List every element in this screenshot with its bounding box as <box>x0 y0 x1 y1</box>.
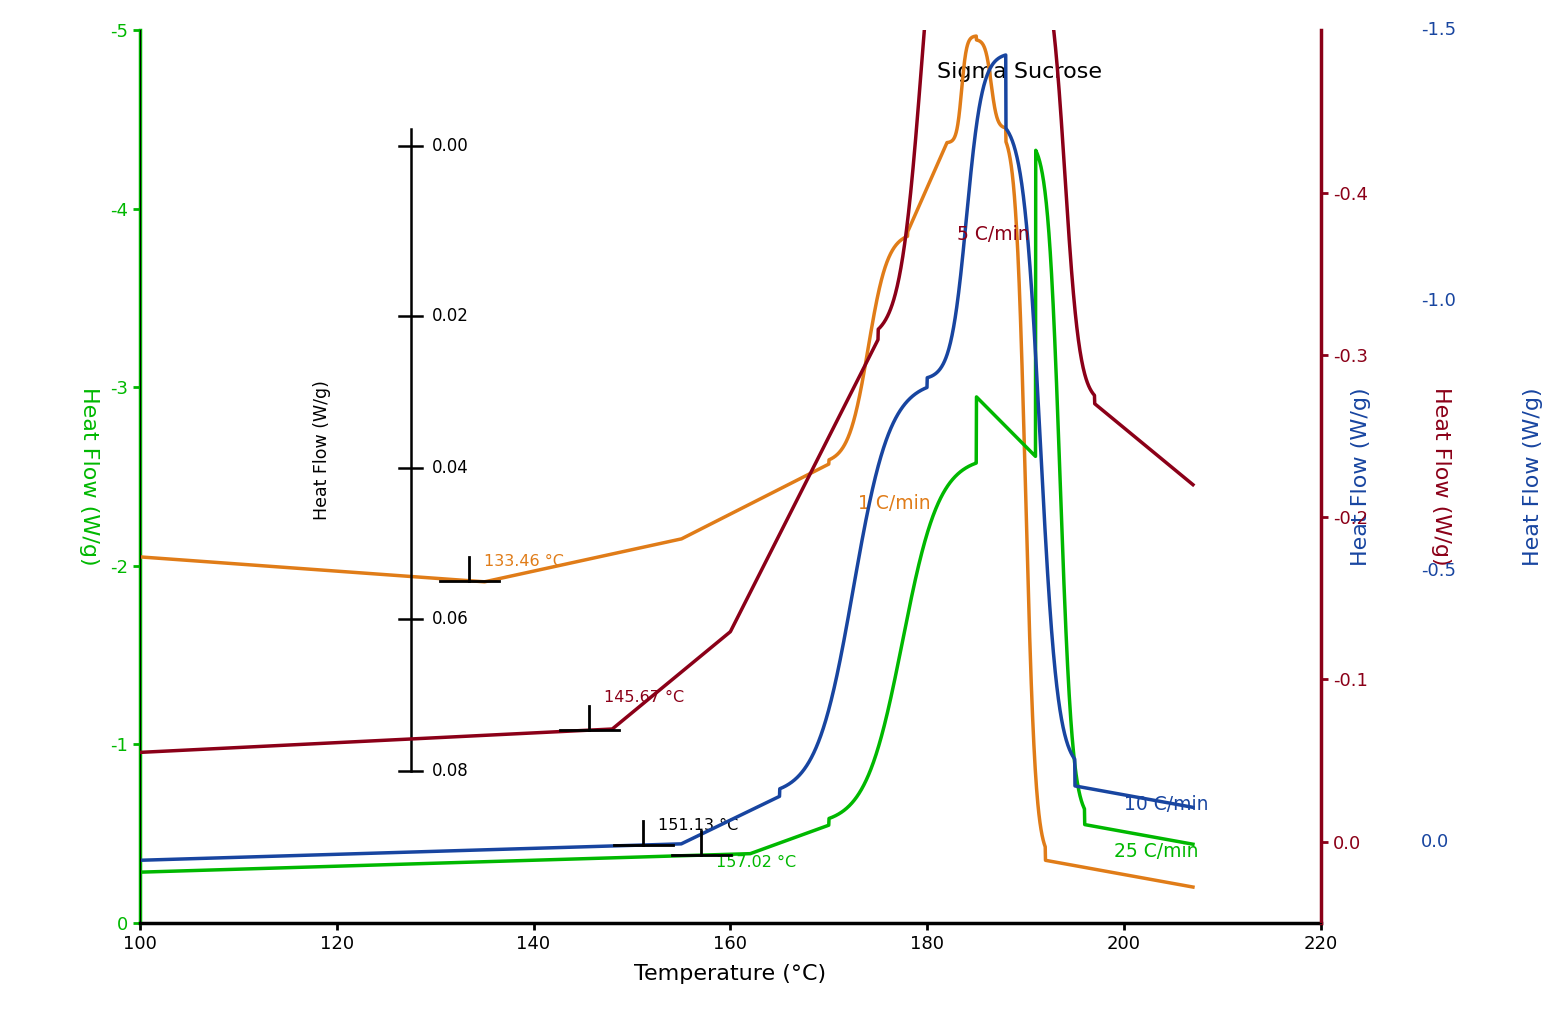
Text: 5 C/min: 5 C/min <box>957 225 1029 244</box>
Text: 25 C/min: 25 C/min <box>1114 843 1198 862</box>
Text: 0.04: 0.04 <box>432 458 469 477</box>
Text: -1.0: -1.0 <box>1422 292 1456 310</box>
Text: 1 C/min: 1 C/min <box>858 495 931 513</box>
X-axis label: Temperature (°C): Temperature (°C) <box>634 963 827 984</box>
Y-axis label: Heat Flow (W/g): Heat Flow (W/g) <box>1352 387 1372 566</box>
Text: 0.08: 0.08 <box>432 763 469 780</box>
Text: 145.67 °C: 145.67 °C <box>605 690 684 705</box>
Text: 10 C/min: 10 C/min <box>1124 795 1209 814</box>
Text: Heat Flow (W/g): Heat Flow (W/g) <box>312 380 331 520</box>
Y-axis label: Heat Flow (W/g): Heat Flow (W/g) <box>1431 387 1451 566</box>
Text: 157.02 °C: 157.02 °C <box>716 855 796 870</box>
Text: 0.0: 0.0 <box>1422 832 1450 851</box>
Text: 133.46 °C: 133.46 °C <box>483 554 564 569</box>
Text: 0.02: 0.02 <box>432 307 469 324</box>
Text: 0.00: 0.00 <box>432 138 469 155</box>
Text: 0.06: 0.06 <box>432 610 469 629</box>
Text: -0.5: -0.5 <box>1422 562 1456 580</box>
Y-axis label: Heat Flow (W/g): Heat Flow (W/g) <box>79 387 99 566</box>
Text: Sigma Sucrose: Sigma Sucrose <box>937 62 1102 82</box>
Text: Heat Flow (W/g): Heat Flow (W/g) <box>1523 387 1543 566</box>
Text: 151.13 °C: 151.13 °C <box>657 818 738 834</box>
Text: -1.5: -1.5 <box>1422 21 1456 40</box>
